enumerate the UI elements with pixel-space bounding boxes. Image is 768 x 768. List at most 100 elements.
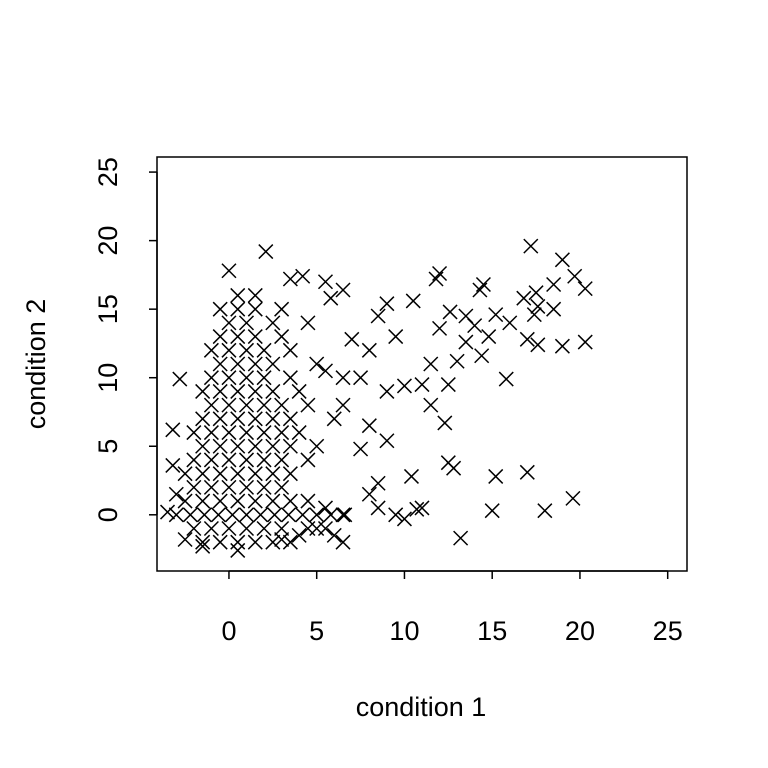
point [282, 411, 298, 427]
point [484, 503, 500, 519]
point [186, 425, 202, 441]
point [224, 507, 240, 523]
point [309, 356, 325, 372]
point [282, 271, 298, 287]
point [274, 452, 290, 468]
point [212, 438, 228, 454]
point [309, 507, 325, 523]
point [530, 337, 546, 353]
y-tick-label: 20 [93, 226, 123, 256]
point [567, 268, 583, 284]
point [247, 383, 263, 399]
point [379, 383, 395, 399]
point [265, 411, 281, 427]
point [546, 276, 562, 293]
point [323, 290, 339, 306]
point [282, 342, 298, 358]
point [177, 493, 193, 509]
point [267, 507, 283, 523]
x-tick-label: 5 [309, 616, 324, 646]
point [221, 425, 237, 441]
point [295, 268, 311, 284]
point [221, 452, 237, 468]
point [361, 486, 377, 502]
x-tick-label: 20 [565, 616, 595, 646]
x-tick-label: 25 [653, 616, 683, 646]
point [212, 356, 228, 372]
point [474, 348, 490, 364]
point [523, 238, 539, 254]
x-axis-label: condition 1 [356, 692, 487, 722]
point [519, 464, 535, 480]
point [274, 301, 290, 317]
point [195, 466, 211, 482]
x-tick-label: 0 [221, 616, 236, 646]
point [159, 504, 176, 520]
point [256, 425, 272, 441]
point [291, 425, 307, 441]
point [253, 507, 269, 523]
point [195, 383, 211, 399]
point [210, 507, 226, 523]
point [203, 425, 219, 441]
point [256, 342, 272, 358]
point [577, 334, 593, 350]
point [537, 503, 553, 519]
point [203, 520, 219, 537]
point [291, 527, 307, 543]
point [247, 534, 263, 550]
point [230, 329, 246, 345]
point [230, 383, 246, 399]
point [423, 356, 439, 372]
point [396, 378, 412, 394]
point [247, 466, 263, 482]
point [437, 415, 453, 431]
point [295, 507, 311, 523]
point [230, 301, 246, 317]
point [317, 500, 334, 516]
point [281, 507, 297, 523]
y-tick-label: 25 [93, 157, 123, 187]
point [403, 468, 420, 484]
point [335, 507, 351, 523]
point [247, 438, 263, 454]
point [212, 466, 228, 482]
point [256, 397, 272, 413]
point [265, 383, 281, 399]
point [238, 315, 255, 331]
point [212, 383, 228, 399]
point [247, 287, 263, 303]
point [203, 452, 219, 468]
point [502, 315, 518, 331]
point [238, 342, 255, 358]
point [177, 466, 193, 482]
point [282, 438, 298, 454]
point [432, 320, 448, 336]
y-axis-label: condition 2 [21, 299, 51, 430]
point [195, 493, 211, 509]
point [274, 479, 290, 495]
point [212, 329, 228, 345]
point [528, 285, 544, 301]
point [323, 507, 339, 523]
point [230, 534, 246, 550]
point [247, 329, 263, 345]
point [274, 329, 290, 345]
point [230, 287, 246, 303]
point [344, 331, 360, 347]
point [212, 493, 228, 509]
point [488, 307, 504, 323]
point [256, 520, 272, 537]
point [221, 342, 237, 358]
point [458, 308, 474, 324]
point [370, 475, 386, 491]
point [405, 293, 421, 309]
y-tick-label: 5 [93, 439, 123, 454]
point [212, 301, 228, 317]
point [265, 466, 281, 482]
point [300, 397, 316, 413]
point [186, 452, 202, 468]
point [256, 479, 272, 495]
point [370, 500, 386, 516]
point [221, 397, 237, 413]
